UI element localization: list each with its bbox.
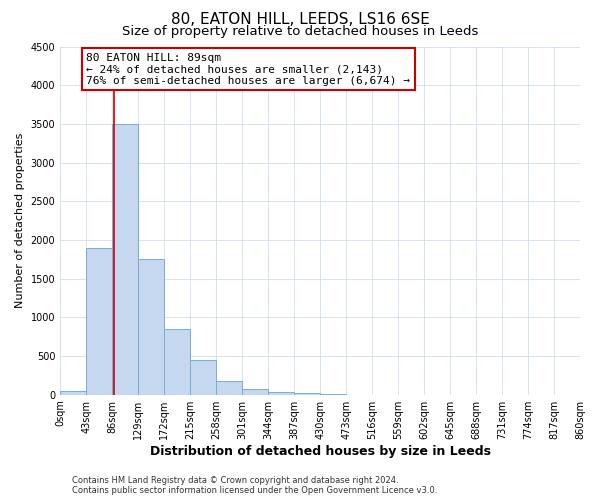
Bar	[190, 360, 216, 394]
Text: Contains HM Land Registry data © Crown copyright and database right 2024.: Contains HM Land Registry data © Crown c…	[72, 476, 398, 485]
Bar	[164, 329, 190, 394]
Bar	[242, 389, 268, 394]
X-axis label: Distribution of detached houses by size in Leeds: Distribution of detached houses by size …	[149, 444, 491, 458]
Bar	[294, 393, 320, 394]
Text: Size of property relative to detached houses in Leeds: Size of property relative to detached ho…	[122, 25, 478, 38]
Bar	[112, 124, 138, 394]
Bar	[138, 260, 164, 394]
Bar	[60, 391, 86, 394]
Bar	[216, 381, 242, 394]
Text: Contains public sector information licensed under the Open Government Licence v3: Contains public sector information licen…	[72, 486, 437, 495]
Text: 80 EATON HILL: 89sqm
← 24% of detached houses are smaller (2,143)
76% of semi-de: 80 EATON HILL: 89sqm ← 24% of detached h…	[86, 52, 410, 86]
Text: 80, EATON HILL, LEEDS, LS16 6SE: 80, EATON HILL, LEEDS, LS16 6SE	[170, 12, 430, 28]
Bar	[86, 248, 112, 394]
Bar	[268, 392, 294, 394]
Y-axis label: Number of detached properties: Number of detached properties	[15, 133, 25, 308]
